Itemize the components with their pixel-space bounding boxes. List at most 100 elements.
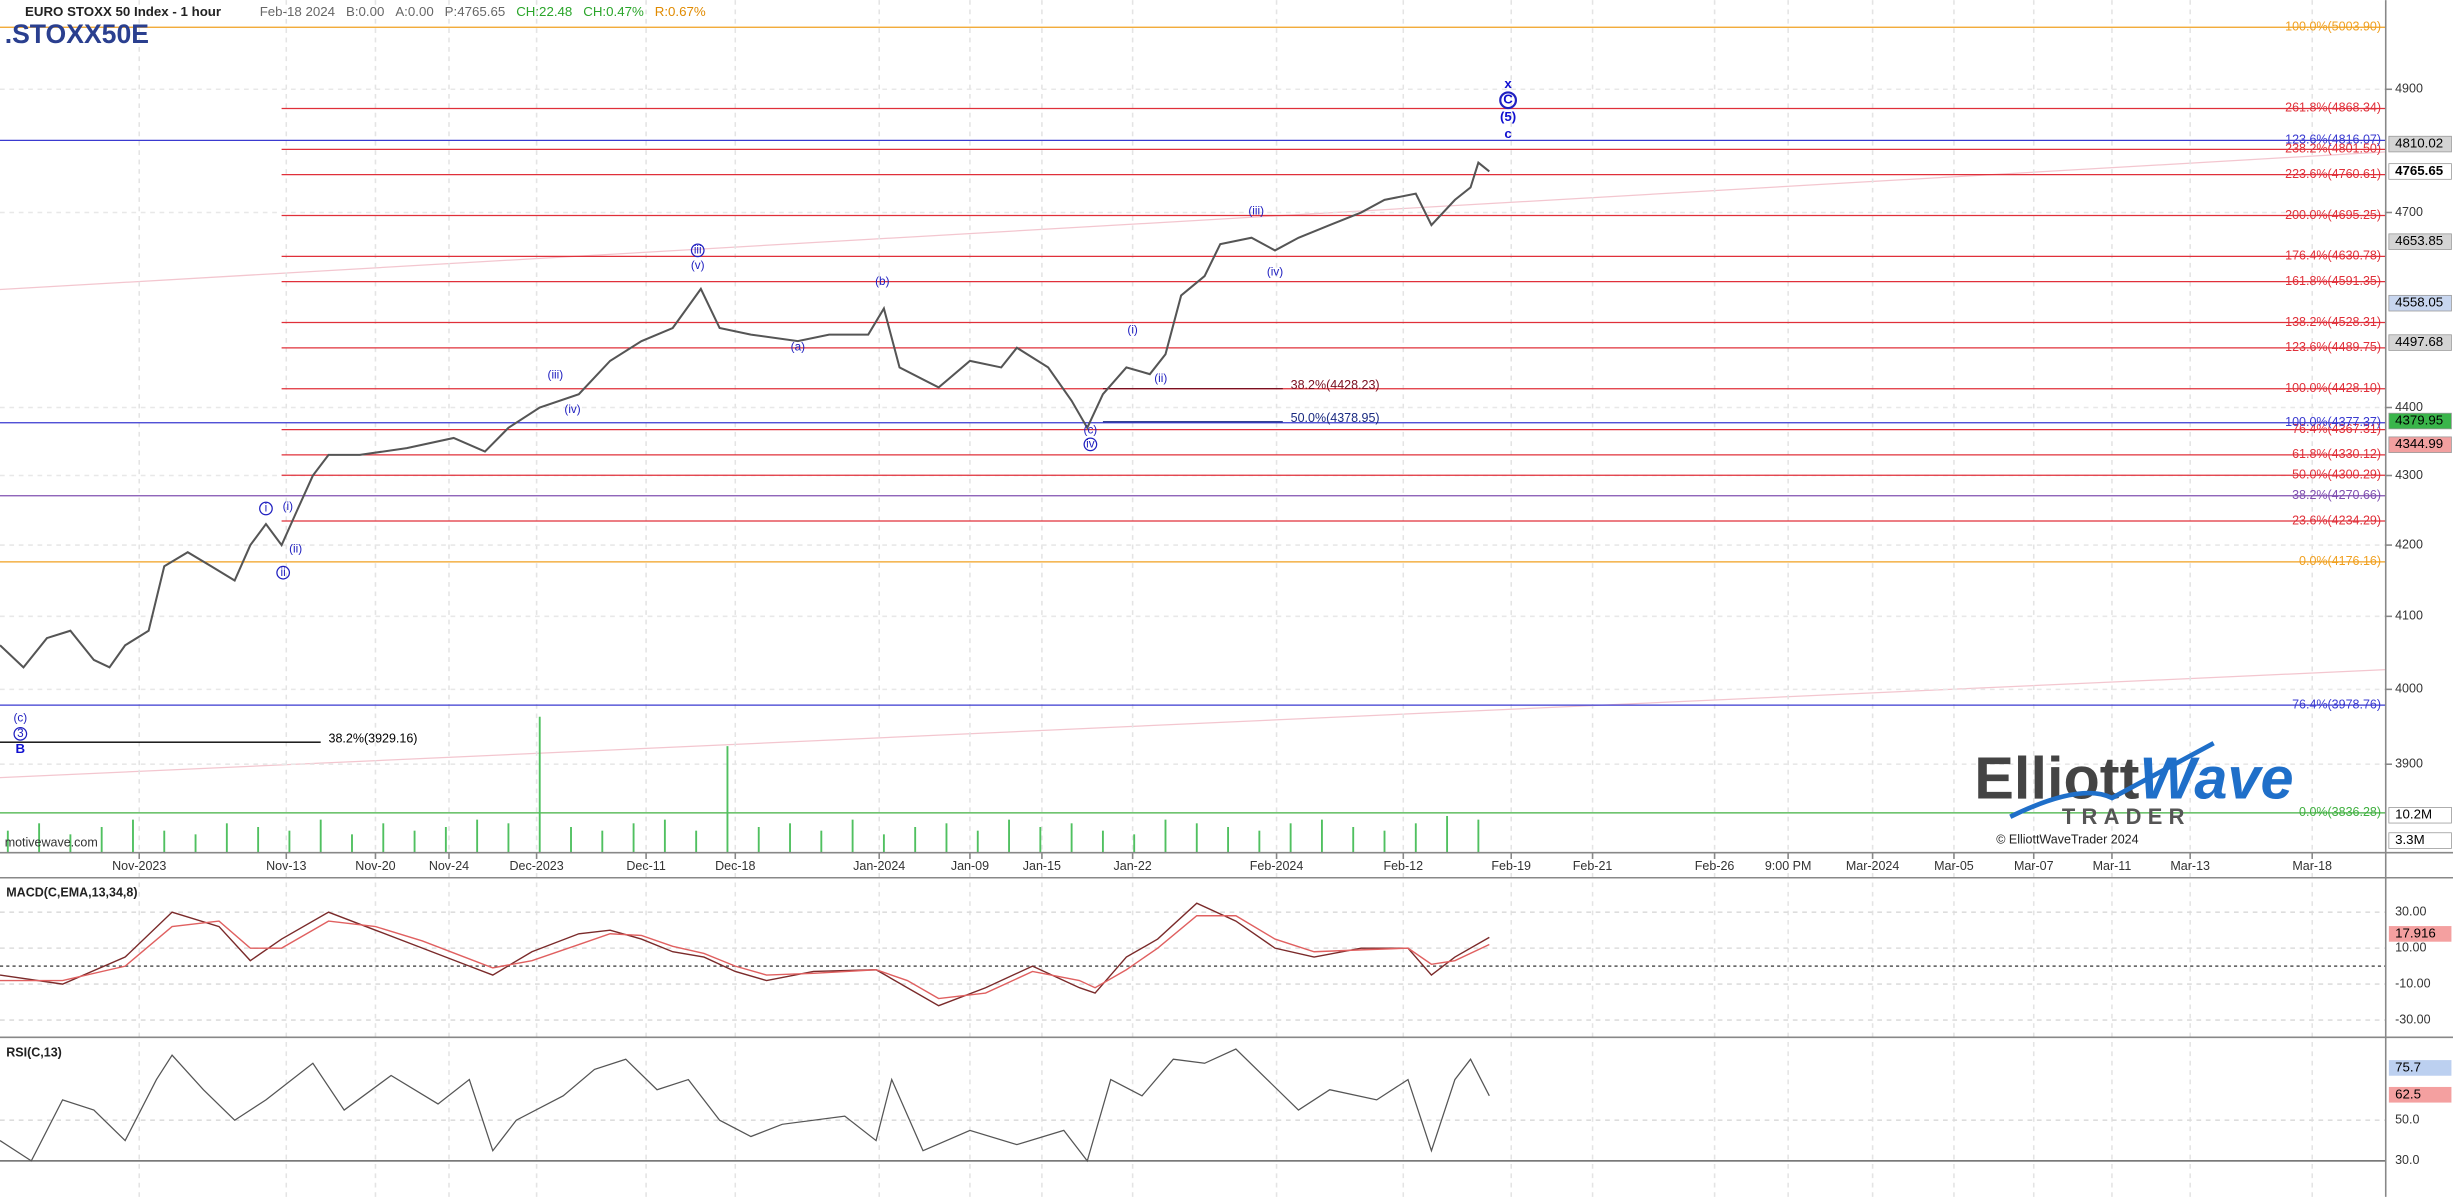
fib-label: 100.0%(5003.90) <box>2285 20 2381 34</box>
y-tick-label: 4300 <box>2395 468 2423 482</box>
price-line <box>0 160 1490 669</box>
macd-line <box>0 915 1490 1000</box>
x-tick-label: Mar-13 <box>2170 859 2210 873</box>
volume-bar <box>1383 830 1386 853</box>
header-field: A:0.00 <box>395 4 433 19</box>
price-box <box>2388 294 2452 312</box>
wave-label: c <box>1504 126 1511 141</box>
price-box-label: 4344.99 <box>2395 436 2443 451</box>
wave-label: (iv) <box>564 403 580 416</box>
fib-label: 38.2%(4428.23) <box>1291 378 1380 392</box>
x-tick-label: Feb-12 <box>1383 859 1423 873</box>
macd-value-box <box>2388 926 2452 942</box>
logo-text: ElliottWave <box>1974 744 2293 811</box>
price-box <box>2388 334 2452 351</box>
y-tick-label: 3900 <box>2395 757 2423 771</box>
volume-bar <box>632 823 635 853</box>
x-tick-label: Dec-11 <box>626 859 665 873</box>
volume-bar <box>382 823 385 853</box>
trendline <box>0 669 2386 779</box>
volume-bar <box>413 830 416 853</box>
x-tick-label: Feb-26 <box>1695 859 1735 873</box>
header-field: CH:0.47% <box>583 4 644 19</box>
fib-label: 223.6%(4760.61) <box>2285 167 2381 181</box>
volume-bar <box>757 826 760 853</box>
wave-label: (a) <box>791 341 805 354</box>
volume-bar <box>1352 826 1355 853</box>
header-field: CH:22.48 <box>516 4 572 19</box>
y-tick-label: -30.00 <box>2395 1012 2430 1026</box>
watermark: motivewave.com <box>5 836 98 850</box>
volume-bar <box>69 834 72 853</box>
header-field: Feb-18 2024 <box>260 4 335 19</box>
x-tick-label: Nov-2023 <box>112 859 166 873</box>
volume-tick-label: 3.3M <box>2395 832 2425 847</box>
wave-label: B <box>16 741 26 756</box>
wave-label: iv <box>1086 437 1095 450</box>
logo-swoosh <box>2009 741 2215 819</box>
fib-label: 123.6%(4489.75) <box>2285 340 2381 354</box>
volume-bar <box>225 823 228 853</box>
volume-bar <box>851 819 854 853</box>
fib-label: 176.4%(4630.78) <box>2285 249 2381 263</box>
fib-label: 0.0%(4176.16) <box>2299 554 2381 568</box>
volume-bar <box>538 716 541 853</box>
volume-bar <box>1414 823 1417 853</box>
x-tick-label: Jan-09 <box>951 859 989 873</box>
wave-label: (iii) <box>548 369 564 382</box>
x-tick-label: Dec-18 <box>715 859 755 873</box>
wave-label: (c) <box>1084 423 1098 436</box>
logo-trader: TRADER <box>2062 804 2191 829</box>
chart-title: EURO STOXX 50 Index - 1 hour <box>25 4 221 19</box>
wave-circle <box>1499 91 1518 110</box>
volume-bar <box>726 746 729 853</box>
volume-bar <box>1133 834 1136 853</box>
price-box-label: 4379.95 <box>2395 413 2443 428</box>
wave-circle <box>690 243 705 258</box>
volume-bar <box>1289 823 1292 853</box>
volume-bar <box>257 826 260 853</box>
x-tick-label: Dec-2023 <box>509 859 563 873</box>
volume-bar <box>319 819 322 853</box>
fib-label: 38.2%(4270.66) <box>2292 488 2381 502</box>
fib-label: 0.0%(3836.28) <box>2299 805 2381 819</box>
y-tick-label: 4400 <box>2395 400 2423 414</box>
volume-bar <box>507 823 510 853</box>
volume-bar <box>789 823 791 853</box>
rsi-value-label: 62.5 <box>2395 1086 2421 1101</box>
x-tick-label: Mar-05 <box>1934 859 1974 873</box>
volume-bar <box>695 830 698 853</box>
volume-bar <box>1195 823 1198 853</box>
fib-label: 238.2%(4801.50) <box>2285 142 2381 156</box>
fib-label: 50.0%(4300.29) <box>2292 468 2381 482</box>
y-tick-label: 4000 <box>2395 682 2423 696</box>
price-box-label: 4558.05 <box>2395 295 2443 310</box>
wave-label: 3 <box>17 727 24 740</box>
wave-circle <box>276 565 291 580</box>
rsi-value-box <box>2388 1086 2452 1103</box>
x-tick-label: Nov-20 <box>355 859 395 873</box>
rsi-value-box <box>2388 1060 2452 1076</box>
macd-line <box>0 902 1490 1007</box>
volume-bar <box>1039 826 1042 853</box>
price-box <box>2388 412 2452 430</box>
copyright: © ElliottWaveTrader 2024 <box>1996 832 2138 846</box>
y-tick-label: 30.00 <box>2395 904 2426 918</box>
y-tick-label: 4900 <box>2395 82 2423 96</box>
volume-bar <box>601 830 604 853</box>
y-tick-label: 4200 <box>2395 537 2423 551</box>
macd-value-label: 17.916 <box>2395 925 2436 940</box>
volume-bar <box>570 826 572 853</box>
wave-label: (ii) <box>1154 372 1167 385</box>
wave-label: (b) <box>875 275 889 288</box>
fib-label: 61.8%(4330.12) <box>2292 447 2381 461</box>
volume-bar <box>1008 819 1010 853</box>
x-tick-label: Feb-2024 <box>1250 859 1304 873</box>
price-box-label: 4810.02 <box>2395 136 2443 151</box>
wave-label: (iii) <box>1248 204 1264 217</box>
y-tick-label: 50.0 <box>2395 1112 2419 1126</box>
x-tick-label: 9:00 PM <box>1765 859 1812 873</box>
fib-label: 138.2%(4528.31) <box>2285 315 2381 329</box>
header-field: R:0.67% <box>655 4 706 19</box>
volume-bar <box>1101 830 1104 853</box>
